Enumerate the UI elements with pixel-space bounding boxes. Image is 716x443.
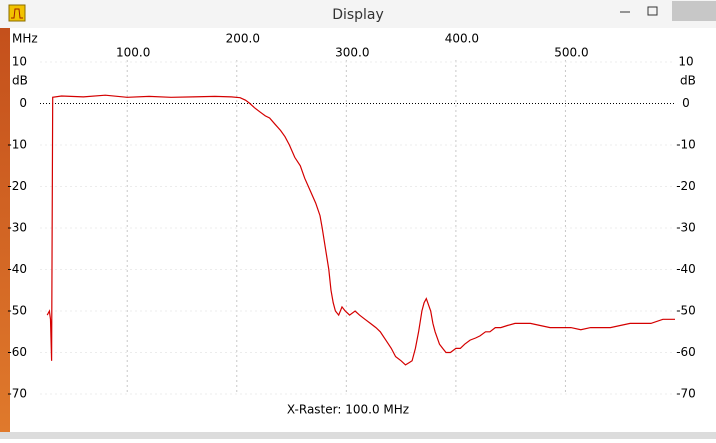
y-tick-label-right: 10 (678, 55, 693, 69)
x-tick-label: 200.0 (226, 32, 260, 46)
y-tick-label-right: -20 (676, 179, 696, 193)
app-icon (8, 4, 26, 22)
x-tick-label: 400.0 (445, 32, 479, 46)
y-tick-label-right: -70 (676, 387, 696, 401)
y-axis-unit-left: dB (12, 74, 28, 88)
y-axis-unit-right: dB (680, 74, 696, 88)
y-tick-label: -20 (7, 179, 27, 193)
x-tick-label: 500.0 (554, 46, 588, 60)
y-tick-label-right: -10 (676, 138, 696, 152)
close-button[interactable] (672, 1, 716, 21)
window-title: Display (332, 7, 384, 23)
x-tick-label: 300.0 (335, 46, 369, 60)
y-tick-label-right: 0 (682, 96, 690, 110)
title-bar (0, 0, 716, 28)
y-tick-label: -40 (7, 262, 27, 276)
y-tick-label: 0 (19, 96, 27, 110)
x-tick-label: 100.0 (116, 46, 150, 60)
plot-panel (10, 28, 716, 432)
app-icon-glyph (11, 8, 23, 19)
y-tick-label-right: -60 (676, 345, 696, 359)
maximize-button[interactable] (647, 6, 658, 16)
desktop-strip (0, 28, 10, 439)
x-axis-unit: MHz (12, 32, 38, 46)
status-strip (0, 432, 716, 439)
y-tick-label-right: -40 (676, 262, 696, 276)
y-tick-label-right: -50 (676, 304, 696, 318)
y-tick-label-right: -30 (676, 221, 696, 235)
y-tick-label: -30 (7, 221, 27, 235)
y-tick-label: -10 (7, 138, 27, 152)
y-tick-label: -60 (7, 345, 27, 359)
trace (46, 94, 675, 366)
y-tick-label: -50 (7, 304, 27, 318)
y-tick-label: 10 (12, 55, 27, 69)
y-tick-label: -70 (7, 387, 27, 401)
annotation: X-Raster: 100.0 MHz (287, 403, 409, 417)
